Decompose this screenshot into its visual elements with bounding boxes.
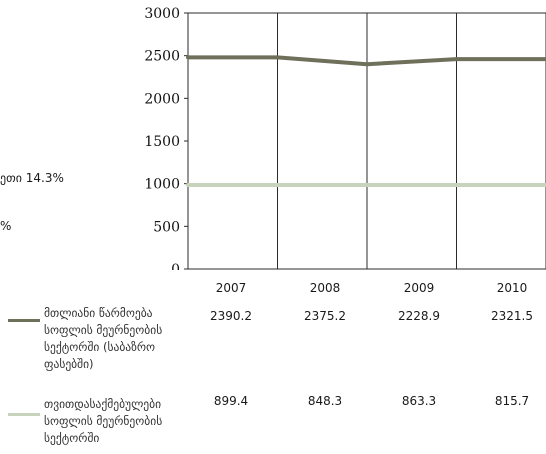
data-point-s1-2007 <box>186 55 190 60</box>
x-label-2007: 2007 <box>215 281 247 295</box>
legend-swatch-total-output <box>8 319 40 322</box>
data-point-s2-2010 <box>454 182 459 187</box>
table-cell-s1-2009: 2228.9 <box>398 309 440 323</box>
x-label-2008: 2008 <box>309 281 341 295</box>
left-fragment-b: % <box>0 219 12 233</box>
data-point-s2-2007 <box>186 182 190 187</box>
table-cell-s2-2010: 815.7 <box>494 394 530 408</box>
line-chart: 0 500 1000 1500 2000 2500 3000 <box>144 6 546 270</box>
data-point-s1-2009 <box>365 62 369 67</box>
table-cell-s1-2008: 2375.2 <box>304 309 346 323</box>
y-tick-label-2500: 2500 <box>144 49 180 65</box>
y-tick-label-1000: 1000 <box>144 177 180 193</box>
legend-label-self-employed: თვითდასაქმებულები სოფლის მეურნეობის სექტ… <box>44 397 163 445</box>
y-tick-label-1500: 1500 <box>144 134 180 150</box>
table-cell-s2-2009: 863.3 <box>401 394 437 408</box>
table-cell-s2-2008: 848.3 <box>307 394 343 408</box>
y-tick-label-500: 500 <box>153 219 180 235</box>
data-point-s1-2008 <box>275 55 280 60</box>
left-fragment-a: ეთი 14.3% <box>0 171 64 185</box>
x-label-2010: 2010 <box>496 281 528 295</box>
data-point-s2-2008 <box>275 182 280 187</box>
data-point-s2-2009 <box>365 182 369 187</box>
x-label-2009: 2009 <box>403 281 435 295</box>
y-tick-label-3000: 3000 <box>144 6 180 22</box>
legend-swatch-self-employed <box>8 413 40 416</box>
table-cell-s2-2007: 899.4 <box>213 394 249 408</box>
y-tick-label-0: 0 <box>171 262 180 270</box>
table-cell-s1-2007: 2390.2 <box>210 309 252 323</box>
y-tick-label-2000: 2000 <box>144 91 180 107</box>
legend-label-total-output: მთლიანი წარმოება სოფლის მეურნეობის სექტო… <box>44 306 163 371</box>
data-point-s1-2010 <box>454 57 459 62</box>
table-cell-s1-2010: 2321.5 <box>491 309 533 323</box>
